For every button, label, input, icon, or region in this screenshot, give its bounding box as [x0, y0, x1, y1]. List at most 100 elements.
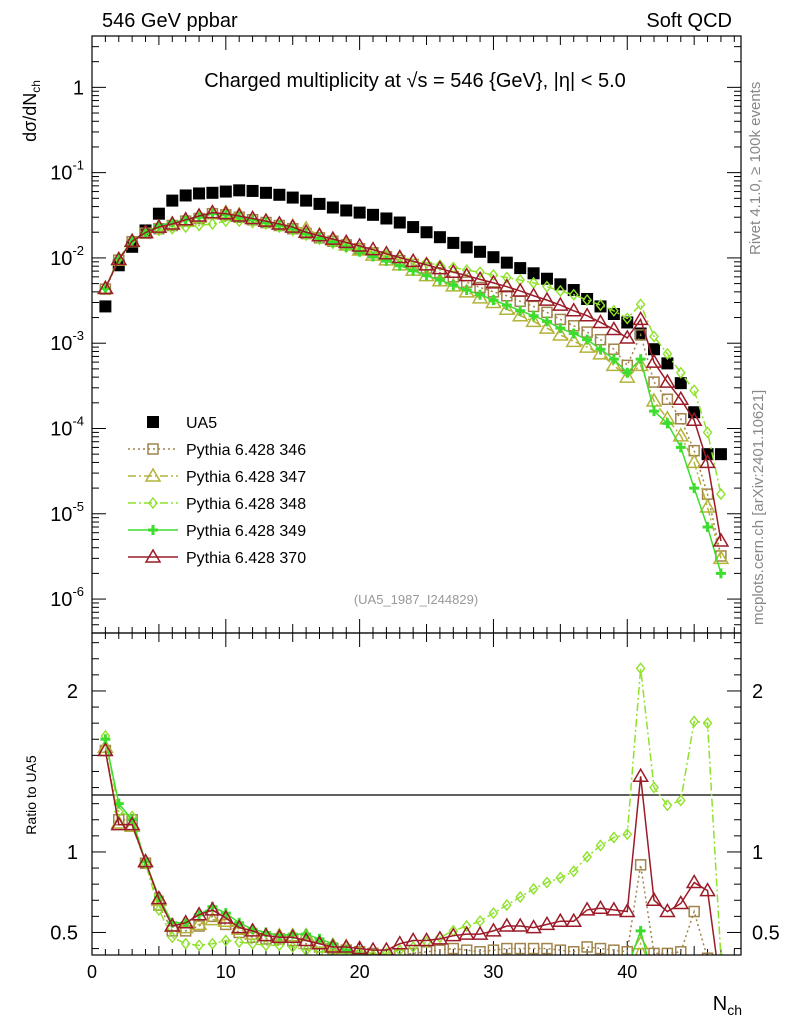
ratio-point-pythia-6-428-348 [194, 939, 204, 952]
analysis-tag: (UA5_1987_I244829) [354, 592, 478, 607]
ratio-point-pythia-6-428-346 [581, 941, 593, 953]
ratio-series-group [97, 662, 724, 995]
ratio-point-pythia-6-428-348 [180, 937, 191, 950]
ratio-point-pythia-6-428-347 [553, 964, 567, 976]
top-point-pythia-6-428-370 [177, 211, 194, 226]
ratio-point-pythia-6-428-370 [444, 927, 462, 942]
ratio-point-pythia-6-428-349 [462, 956, 472, 966]
top-point-ua5 [179, 189, 192, 202]
ratio-point-pythia-6-428-349 [595, 958, 605, 968]
top-point-ua5 [407, 221, 420, 234]
legend-marker-ua5 [147, 416, 159, 428]
legend-marker-pythia-6-428-348 [148, 496, 158, 510]
legend-label-ua5: UA5 [186, 415, 217, 432]
ratio-point-pythia-6-428-370 [337, 938, 355, 953]
ratio-point-pythia-6-428-349 [703, 985, 713, 995]
header-right: Soft QCD [646, 10, 732, 32]
top-point-ua5 [233, 184, 246, 197]
top-point-pythia-6-428-349 [368, 251, 379, 262]
ratio-point-pythia-6-428-370 [177, 914, 194, 929]
top-point-ua5 [152, 207, 165, 220]
ratio-point-pythia-6-428-348 [595, 839, 606, 852]
legend-label-pythia-6-428-348: Pythia 6.428 348 [186, 496, 306, 513]
ratio-point-pythia-6-428-347 [453, 954, 454, 955]
top-point-pythia-6-428-349 [608, 354, 619, 365]
top-point-pythia-6-428-370 [257, 212, 275, 227]
top-point-pythia-6-428-349 [649, 406, 660, 417]
top-point-pythia-6-428-347 [511, 307, 529, 322]
ratio-point-pythia-6-428-370 [632, 767, 649, 783]
top-point-pythia-6-428-347 [538, 319, 556, 334]
top-point-pythia-6-428-347 [525, 312, 542, 328]
top-point-pythia-6-428-349 [689, 483, 700, 494]
top-y-tick-label: 10-2 [50, 243, 84, 270]
ratio-point-pythia-6-428-348 [622, 828, 633, 841]
top-point-pythia-6-428-347 [672, 427, 690, 442]
top-point-pythia-6-428-346 [675, 413, 687, 425]
top-y-tick-label: 10-4 [50, 413, 84, 440]
top-point-pythia-6-428-370 [204, 204, 221, 219]
top-point-pythia-6-428-348 [595, 298, 606, 312]
ratio-point-pythia-6-428-349 [529, 956, 539, 966]
ratio-point-pythia-6-428-347 [398, 952, 401, 955]
ratio-point-pythia-6-428-370 [244, 922, 261, 937]
top-point-ua5 [433, 231, 446, 244]
top-point-pythia-6-428-347 [712, 549, 730, 565]
top-point-pythia-6-428-370 [511, 282, 529, 297]
top-point-pythia-6-428-370 [525, 287, 542, 302]
ratio-point-pythia-6-428-349 [422, 958, 432, 968]
top-point-pythia-6-428-349 [421, 270, 432, 281]
x-tick-label: 0 [87, 962, 97, 982]
top-point-pythia-6-428-347 [605, 356, 623, 372]
ratio-series-pythia-6-428-348 [100, 662, 724, 955]
ratio-point-pythia-6-428-349 [635, 925, 646, 936]
top-point-pythia-6-428-370 [578, 307, 596, 322]
ratio-point-pythia-6-428-370 [123, 816, 141, 831]
top-point-pythia-6-428-349 [528, 310, 539, 321]
ratio-point-pythia-6-428-348 [167, 931, 178, 944]
legend: UA5 Pythia 6.428 346 Pythia 6.428 347 Pythi… [128, 415, 306, 567]
ratio-point-pythia-6-428-348 [381, 947, 392, 955]
mcplots-credit-text: mcplots.cern.ch [arXiv:2401.10621] [750, 390, 767, 625]
ratio-point-pythia-6-428-346 [367, 947, 379, 955]
top-point-pythia-6-428-347 [632, 356, 649, 372]
ratio-point-pythia-6-428-347 [580, 961, 594, 973]
top-point-pythia-6-428-349 [448, 280, 459, 291]
ratio-point-pythia-6-428-349 [381, 956, 391, 966]
top-point-ua5 [367, 208, 380, 221]
top-point-pythia-6-428-349 [408, 265, 419, 276]
ratio-point-pythia-6-428-346 [661, 947, 674, 955]
top-point-pythia-6-428-346 [661, 393, 674, 406]
ratio-point-pythia-6-428-347 [412, 954, 414, 955]
top-point-pythia-6-428-348 [702, 426, 713, 439]
ratio-point-pythia-6-428-348 [354, 947, 365, 955]
top-point-pythia-6-428-347 [618, 368, 636, 383]
ratio-point-pythia-6-428-370 [324, 938, 342, 953]
legend-label-pythia-6-428-349: Pythia 6.428 349 [186, 523, 306, 540]
ratio-point-pythia-6-428-346 [608, 944, 620, 955]
ratio-point-pythia-6-428-370 [257, 927, 275, 942]
top-point-pythia-6-428-370 [364, 241, 382, 256]
ratio-point-pythia-6-428-348 [154, 903, 164, 917]
top-point-ua5 [420, 226, 433, 239]
top-point-pythia-6-428-348 [608, 304, 619, 317]
top-point-pythia-6-428-370 [498, 278, 516, 293]
top-point-ua5 [674, 377, 687, 390]
top-point-pythia-6-428-370 [592, 313, 609, 329]
top-point-pythia-6-428-370 [190, 207, 208, 222]
top-point-pythia-6-428-370 [605, 320, 623, 336]
ratio-point-pythia-6-428-348 [501, 898, 512, 912]
ratio-point-pythia-6-428-346 [554, 944, 567, 955]
ratio-point-pythia-6-428-347 [460, 958, 474, 970]
ratio-point-pythia-6-428-348 [207, 937, 218, 950]
ratio-point-pythia-6-428-370 [230, 919, 248, 934]
top-y-tick-label: 1 [73, 77, 84, 99]
top-point-pythia-6-428-370 [284, 218, 302, 233]
ratio-y-axis-label: Ratio to UA5 [23, 755, 39, 835]
top-y-tick-label: 10-6 [50, 584, 84, 611]
top-point-ua5 [554, 278, 567, 291]
top-point-pythia-6-428-349 [715, 568, 726, 579]
top-point-ua5 [447, 236, 460, 249]
top-point-pythia-6-428-347 [578, 338, 596, 353]
